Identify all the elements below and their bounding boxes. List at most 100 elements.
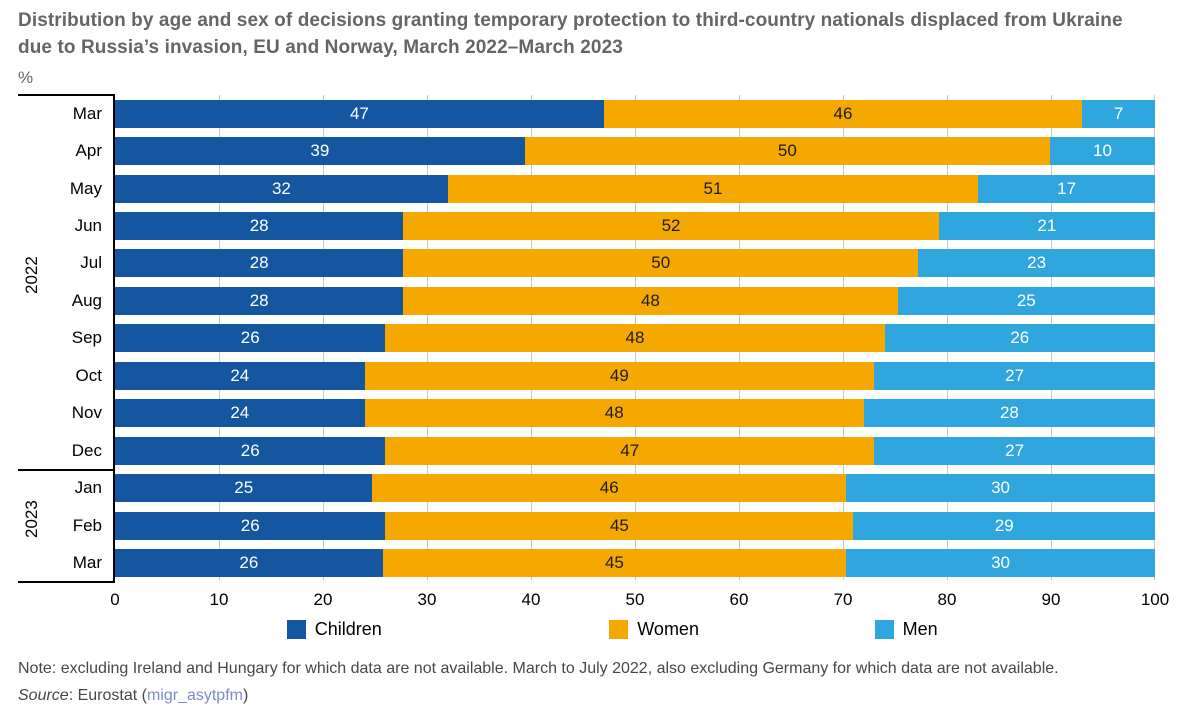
bar-segment-children: 26 xyxy=(115,511,386,540)
bar-segment-men: 29 xyxy=(853,511,1155,540)
x-tick-label-90: 90 xyxy=(1041,589,1061,609)
bar-segment-children: 25 xyxy=(115,474,373,503)
row-label: Jan xyxy=(74,478,102,498)
segment-value-label: 49 xyxy=(609,365,629,385)
bar-row-7-sep: Sep 26 48 26 xyxy=(18,320,1156,357)
plot-area: 2022 2023 Mar 47 46 7 Apr 39 50 10 May 32 51 17 Jun 28… xyxy=(18,93,1156,583)
segment-value-label: 25 xyxy=(234,478,254,498)
row-label: Nov xyxy=(71,403,102,423)
segment-value-label: 10 xyxy=(1093,141,1112,161)
row-label: Mar xyxy=(72,103,102,123)
bar-segment-women: 48 xyxy=(403,286,898,315)
footer: Note: excluding Ireland and Hungary for … xyxy=(18,656,1170,708)
bracket-divider-line xyxy=(18,468,115,471)
bar-row-10-dec: Dec 26 47 27 xyxy=(18,432,1155,469)
x-tick-label-10: 10 xyxy=(209,589,229,609)
bracket-bottom-line xyxy=(18,580,115,583)
bar-segment-men: 26 xyxy=(884,324,1156,353)
x-tick-label-50: 50 xyxy=(625,589,645,609)
unit-label: % xyxy=(18,67,34,87)
chart-header: Distribution by age and sex of decisions… xyxy=(0,0,1190,88)
segment-value-label: 51 xyxy=(703,178,723,198)
bar-row-4-jun: Jun 28 52 21 xyxy=(18,207,1155,244)
bar-segment-men: 17 xyxy=(978,174,1155,203)
stacked-bar: 25 46 30 xyxy=(115,474,1155,503)
row-label: Sep xyxy=(71,328,102,348)
x-tick-label-0: 0 xyxy=(110,589,120,609)
segment-value-label: 26 xyxy=(240,328,260,348)
row-label: Feb xyxy=(72,515,102,535)
segment-value-label: 52 xyxy=(661,216,681,236)
bar-row-3-may: May 32 51 17 xyxy=(18,170,1155,207)
bar-segment-women: 45 xyxy=(385,511,854,540)
legend-swatch-men xyxy=(874,619,894,639)
row-label: Mar xyxy=(72,553,102,573)
segment-value-label: 45 xyxy=(604,553,624,573)
source-dataset-link[interactable]: migr_asytpfm xyxy=(146,686,243,704)
bar-row-2-apr: Apr 39 50 10 xyxy=(18,132,1155,169)
segment-value-label: 23 xyxy=(1027,253,1047,273)
bar-segment-children: 26 xyxy=(115,436,386,465)
stacked-bar: 47 46 7 xyxy=(115,99,1155,128)
bar-segment-women: 48 xyxy=(364,399,864,428)
bar-segment-women: 46 xyxy=(372,474,847,503)
x-tick-label-20: 20 xyxy=(313,589,333,609)
segment-value-label: 24 xyxy=(230,403,250,423)
legend-swatch-women xyxy=(609,619,629,639)
segment-value-label: 48 xyxy=(640,290,660,310)
x-tick-label-100: 100 xyxy=(1140,589,1170,609)
bar-segment-women: 50 xyxy=(524,137,1050,166)
segment-value-label: 39 xyxy=(310,141,330,161)
segment-value-label: 50 xyxy=(651,253,671,273)
x-axis: 0 10 20 30 40 50 60 70 80 90 100 xyxy=(110,582,1169,615)
y-axis-line xyxy=(113,93,115,583)
bar-segment-women: 45 xyxy=(382,549,847,578)
segment-value-label: 7 xyxy=(1113,103,1124,123)
segment-value-label: 30 xyxy=(991,478,1010,498)
bar-segment-children: 32 xyxy=(115,174,448,203)
stacked-bar: 32 51 17 xyxy=(115,174,1155,203)
segment-value-label: 28 xyxy=(249,253,269,273)
segment-value-label: 26 xyxy=(1010,328,1030,348)
x-tick-label-60: 60 xyxy=(729,589,749,609)
bar-row-11-jan: Jan 25 46 30 xyxy=(18,469,1155,506)
bar-segment-men: 23 xyxy=(918,249,1155,278)
bar-segment-children: 28 xyxy=(115,249,404,278)
segment-value-label: 28 xyxy=(249,290,269,310)
bar-segment-men: 30 xyxy=(846,474,1155,503)
bar-segment-children: 47 xyxy=(115,99,604,128)
segment-value-label: 21 xyxy=(1037,216,1057,236)
segment-value-label: 45 xyxy=(609,515,629,535)
segment-value-label: 48 xyxy=(625,328,645,348)
note-text: Note: excluding Ireland and Hungary for … xyxy=(18,659,1059,677)
row-label: Jul xyxy=(80,253,102,273)
legend-label: Men xyxy=(902,618,938,639)
legend-label: Children xyxy=(314,618,382,639)
bar-segment-women: 52 xyxy=(403,212,939,241)
x-tick-label-80: 80 xyxy=(937,589,957,609)
segment-value-label: 32 xyxy=(271,178,291,198)
chart-title: Distribution by age and sex of decisions… xyxy=(18,10,1123,58)
segment-value-label: 30 xyxy=(991,553,1010,573)
bar-segment-children: 28 xyxy=(115,286,404,315)
bar-segment-women: 47 xyxy=(385,436,875,465)
stacked-bar: 26 47 27 xyxy=(115,436,1155,465)
segment-value-label: 46 xyxy=(833,103,853,123)
legend-item-women: Women xyxy=(609,619,699,640)
segment-value-label: 50 xyxy=(777,141,797,161)
bar-segment-men: 28 xyxy=(863,399,1155,428)
legend: Children Women Men xyxy=(0,617,1190,645)
stacked-bar: 26 48 26 xyxy=(115,324,1156,353)
bar-segment-children: 39 xyxy=(115,137,525,166)
bar-row-6-aug: Aug 28 48 25 xyxy=(18,282,1155,319)
segment-value-label: 26 xyxy=(240,515,260,535)
legend-label: Women xyxy=(637,618,699,639)
x-tick-label-70: 70 xyxy=(833,589,853,609)
bar-row-9-nov: Nov 24 48 28 xyxy=(18,395,1155,432)
source-label: Source xyxy=(18,686,69,704)
stacked-bar: 26 45 29 xyxy=(115,511,1155,540)
year-label-2022: 2022 xyxy=(22,256,41,295)
segment-value-label: 27 xyxy=(1005,440,1025,460)
bar-segment-men: 10 xyxy=(1049,137,1155,166)
